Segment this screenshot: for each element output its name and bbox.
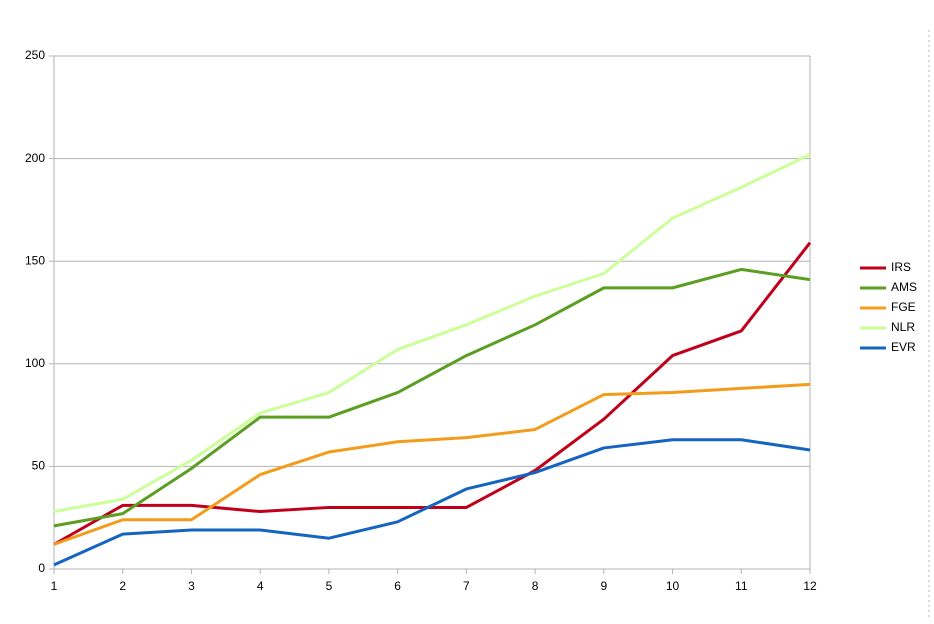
series-line <box>53 241 812 546</box>
y-tick-label: 0 <box>38 561 45 575</box>
legend-label: AMS <box>891 280 917 294</box>
legend-label: FGE <box>891 300 916 314</box>
x-tick-label: 3 <box>188 579 195 593</box>
y-tick-label: 250 <box>25 48 45 62</box>
series-line <box>53 267 811 528</box>
x-tick-label: 10 <box>666 579 680 593</box>
legend-label: NLR <box>891 320 915 334</box>
y-tick-label: 50 <box>32 459 46 473</box>
legend-label: IRS <box>891 260 911 274</box>
series-line <box>53 153 811 514</box>
x-tick-label: 9 <box>600 579 607 593</box>
x-tick-label: 2 <box>119 579 126 593</box>
x-tick-label: 4 <box>257 579 264 593</box>
x-tick-label: 5 <box>326 579 333 593</box>
y-tick-label: 100 <box>25 356 45 370</box>
series-line <box>53 438 811 567</box>
legend-label: EVR <box>891 340 916 354</box>
x-tick-label: 1 <box>51 579 58 593</box>
x-tick-label: 6 <box>394 579 401 593</box>
series-line <box>53 382 811 546</box>
x-tick-label: 7 <box>463 579 470 593</box>
x-tick-label: 12 <box>803 579 817 593</box>
y-tick-label: 150 <box>25 253 45 267</box>
x-tick-label: 8 <box>532 579 539 593</box>
x-tick-label: 11 <box>735 579 748 593</box>
y-tick-label: 200 <box>25 151 45 165</box>
